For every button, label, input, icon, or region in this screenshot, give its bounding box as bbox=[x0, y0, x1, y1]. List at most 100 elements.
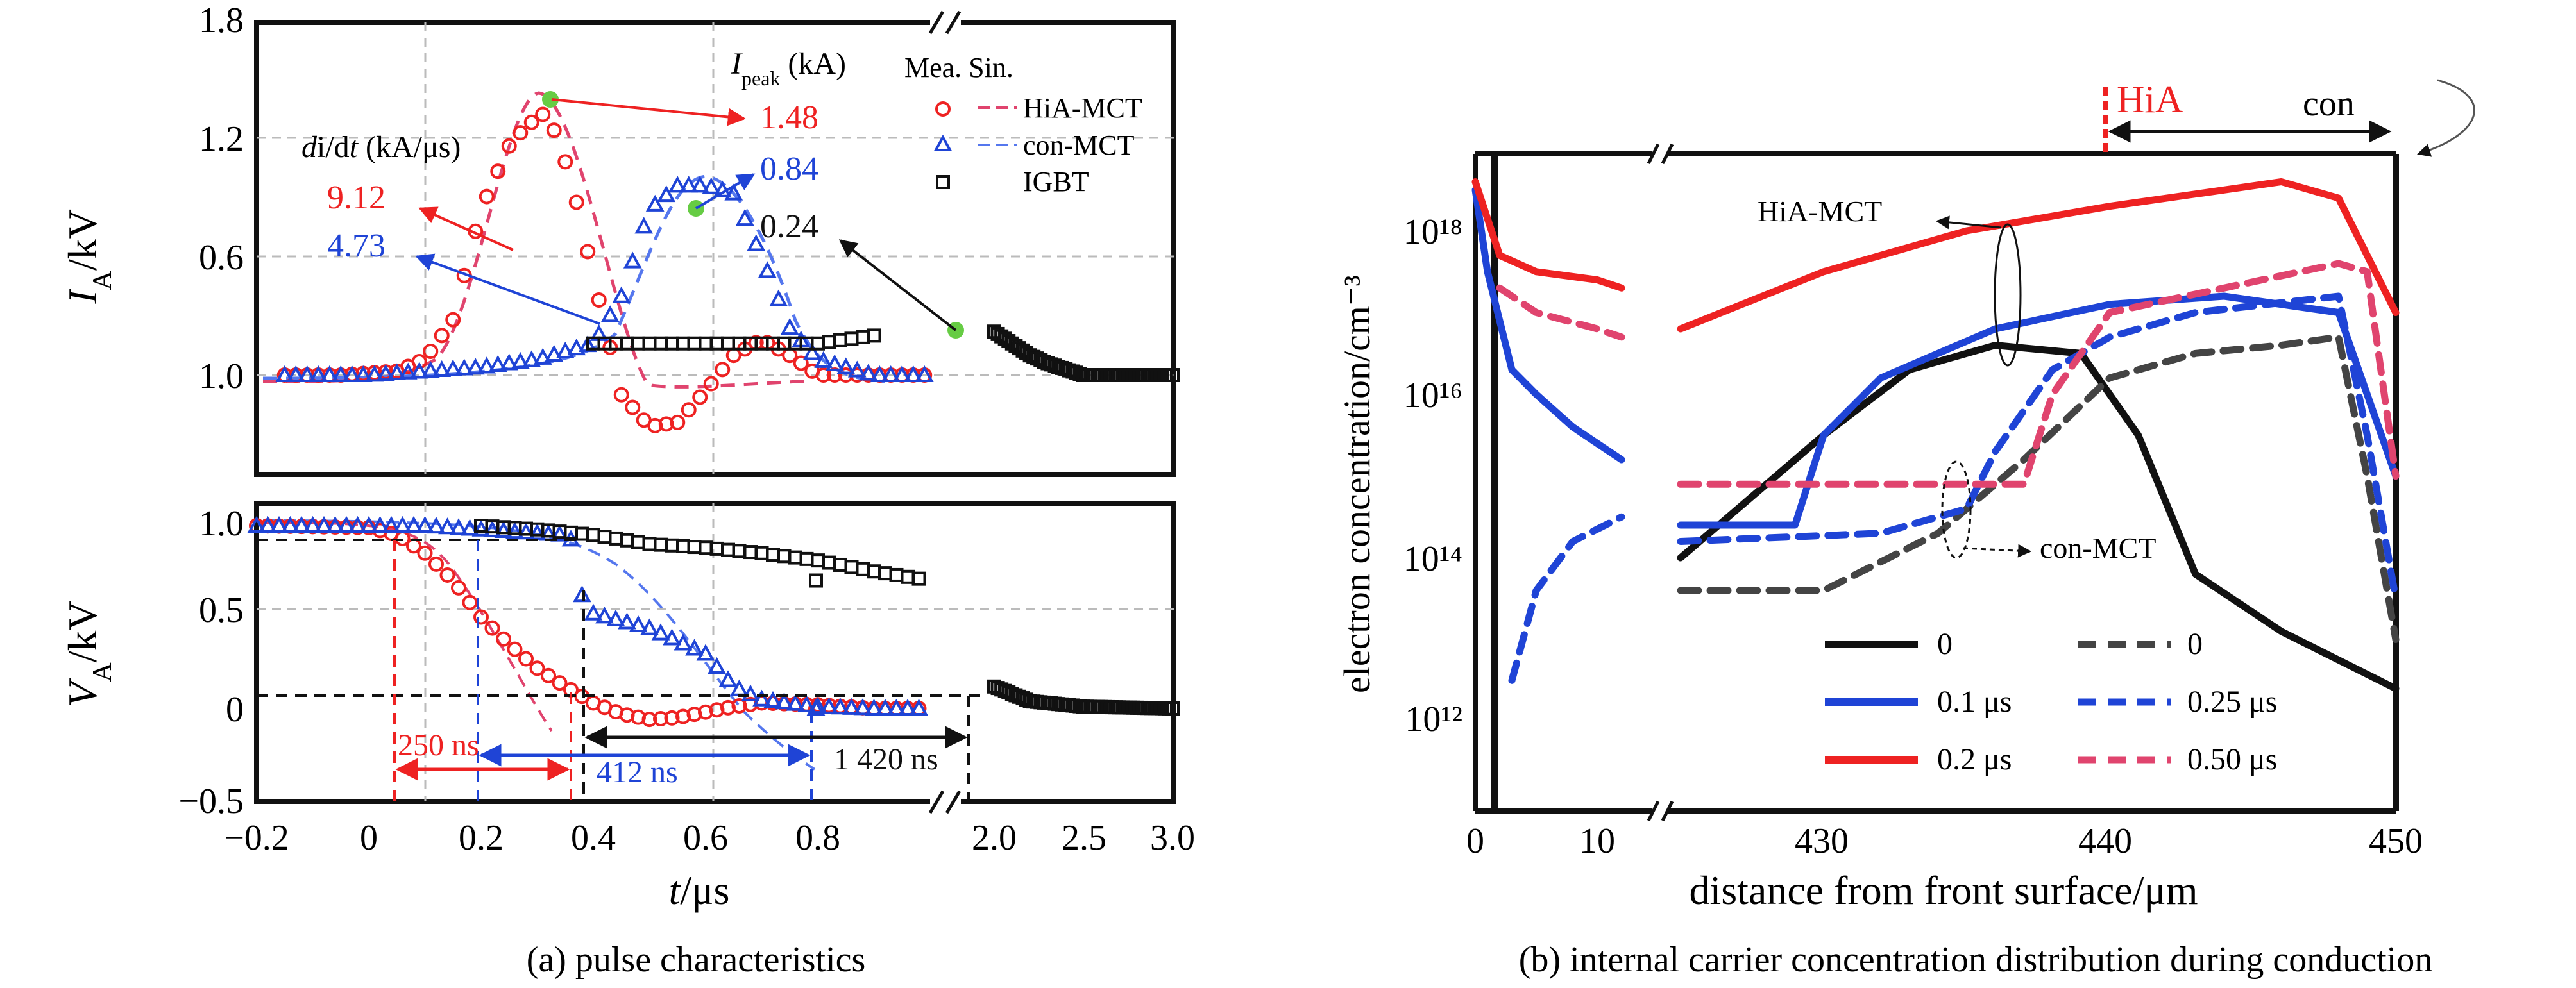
con-mct-marker bbox=[471, 519, 491, 537]
con-mct-marker bbox=[825, 354, 844, 371]
xtick-9: 3.0 bbox=[1150, 818, 1195, 858]
b-xtick-10: 10 bbox=[1579, 821, 1615, 861]
con-mct-marker bbox=[461, 519, 479, 536]
con-mct-marker bbox=[488, 355, 507, 372]
igbt-marker bbox=[721, 336, 735, 351]
igbt-marker bbox=[642, 336, 657, 351]
igbt-marker bbox=[867, 564, 881, 579]
hia-mct-marker bbox=[641, 712, 657, 728]
igbt-marker bbox=[833, 333, 847, 347]
igbt-marker bbox=[822, 335, 836, 349]
hia-mct-marker bbox=[462, 594, 478, 610]
b-ytick-16: 10¹⁶ bbox=[1403, 376, 1462, 415]
igbt-marker bbox=[597, 530, 612, 544]
legend-b-solid-0-label: 0 bbox=[1937, 627, 1953, 661]
con-mct-marker bbox=[353, 365, 373, 382]
hia-mct-marker bbox=[658, 416, 674, 432]
con-mct-marker bbox=[887, 698, 906, 716]
hia-mct-marker bbox=[653, 710, 668, 726]
panel-b-ylabel: electron concentration/cm⁻³ bbox=[1336, 275, 1378, 693]
legend-b-dash-2-label: 0.50 μs bbox=[2187, 742, 2277, 776]
con-mct-marker bbox=[786, 694, 805, 711]
hia-mct-marker bbox=[670, 414, 686, 430]
curve-label-hia: HiA-MCT bbox=[1758, 195, 1882, 228]
igbt-marker bbox=[575, 526, 589, 541]
con-mct-marker bbox=[606, 609, 625, 626]
igbt-marker bbox=[833, 557, 847, 572]
legend-con-marker bbox=[933, 134, 953, 151]
hia-mct-marker bbox=[473, 609, 489, 625]
caption-b: (b) internal carrier concentration distr… bbox=[1519, 940, 2432, 980]
con-mct-marker bbox=[718, 670, 738, 687]
igbt-marker bbox=[1165, 368, 1180, 382]
con-mct-marker bbox=[387, 363, 407, 380]
igbt-marker bbox=[654, 336, 668, 351]
con-mct-marker bbox=[505, 521, 524, 539]
hia-mct-marker bbox=[513, 125, 529, 141]
igbt-marker bbox=[856, 562, 870, 576]
top-ytick-2: 1.2 bbox=[199, 119, 244, 159]
con-mct-marker bbox=[432, 360, 452, 377]
con-mct-marker bbox=[612, 286, 631, 303]
con-mct-marker bbox=[573, 585, 591, 603]
con-mct-marker bbox=[640, 618, 659, 635]
con-mct-marker bbox=[853, 698, 872, 716]
con-mct-marker bbox=[286, 365, 305, 382]
panel-a-top-markers bbox=[275, 106, 1180, 433]
curve-con-mct-0p25 bbox=[1508, 513, 1625, 684]
con-mct-marker bbox=[836, 357, 856, 374]
con-mct-marker bbox=[651, 623, 670, 641]
con-mct-marker bbox=[892, 365, 911, 382]
con-mct-marker bbox=[416, 515, 434, 533]
arrow-hia-ipeak bbox=[551, 98, 746, 126]
top-ytick-4: 1.0 bbox=[199, 356, 244, 396]
legend-hia-marker bbox=[935, 101, 951, 117]
legend-b-solid-2-label: 0.2 μs bbox=[1937, 742, 2012, 776]
con-mct-marker bbox=[258, 515, 277, 533]
con-mct-marker bbox=[550, 524, 569, 542]
con-mct-marker bbox=[578, 335, 597, 353]
panel-a-bottom: 1.0 0.5 0 −0.5 VA/kV 250 ns 412 ns 1 420… bbox=[60, 501, 1195, 913]
con-mct-marker bbox=[702, 177, 721, 194]
hia-mct-marker bbox=[720, 699, 736, 716]
igbt-marker bbox=[911, 571, 926, 586]
legend-igbt-label: IGBT bbox=[1023, 166, 1089, 197]
annot-con-didt: 4.73 bbox=[327, 228, 386, 264]
con-mct-marker bbox=[618, 612, 636, 630]
con-mct-marker bbox=[820, 697, 838, 714]
con-mct-marker bbox=[847, 360, 867, 378]
panel-b-legend: 0 0.1 μs 0.2 μs 0 0.25 μs 0.50 μs bbox=[1825, 627, 2277, 776]
region-con-label: con bbox=[2303, 84, 2355, 124]
legend-igbt-marker bbox=[936, 175, 950, 189]
igbt-marker bbox=[699, 540, 713, 555]
con-mct-marker bbox=[865, 698, 883, 716]
curve-hia-mct-0p2 bbox=[1677, 178, 2400, 333]
bottom-hia-fit-line bbox=[262, 521, 553, 732]
igbt-marker bbox=[721, 542, 735, 557]
con-mct-marker bbox=[522, 350, 541, 367]
legend-b-dash-0-label: 0 bbox=[2187, 627, 2203, 661]
panel-a-top: 1.8 1.2 0.6 1.0 IA/kV Ipeak (kA) di/dt (… bbox=[60, 1, 1180, 477]
arrow-con-didt bbox=[415, 253, 600, 325]
legend-con-label: con-MCT bbox=[1023, 130, 1135, 161]
hia-mct-marker bbox=[523, 114, 539, 130]
igbt-marker bbox=[1165, 701, 1180, 716]
curve-hia-mct-0 bbox=[1677, 342, 2400, 692]
igbt-marker bbox=[799, 551, 814, 566]
con-mct-marker bbox=[314, 515, 334, 533]
igbt-marker bbox=[822, 555, 836, 570]
con-mct-marker bbox=[735, 208, 754, 226]
top-axis-break bbox=[928, 6, 962, 38]
b-ytick-14: 10¹⁴ bbox=[1403, 539, 1462, 579]
hia-mct-marker bbox=[647, 417, 663, 433]
con-mct-marker bbox=[915, 365, 934, 382]
arrow-igbt-ipeak bbox=[838, 239, 957, 331]
top-ylabel: IA/kV bbox=[60, 209, 117, 305]
hia-mct-marker bbox=[681, 402, 697, 418]
hia-mct-marker bbox=[568, 194, 584, 210]
con-mct-marker bbox=[595, 607, 614, 624]
igbt-marker bbox=[676, 336, 690, 351]
igbt-marker bbox=[856, 330, 870, 344]
igbt-marker bbox=[788, 550, 802, 565]
